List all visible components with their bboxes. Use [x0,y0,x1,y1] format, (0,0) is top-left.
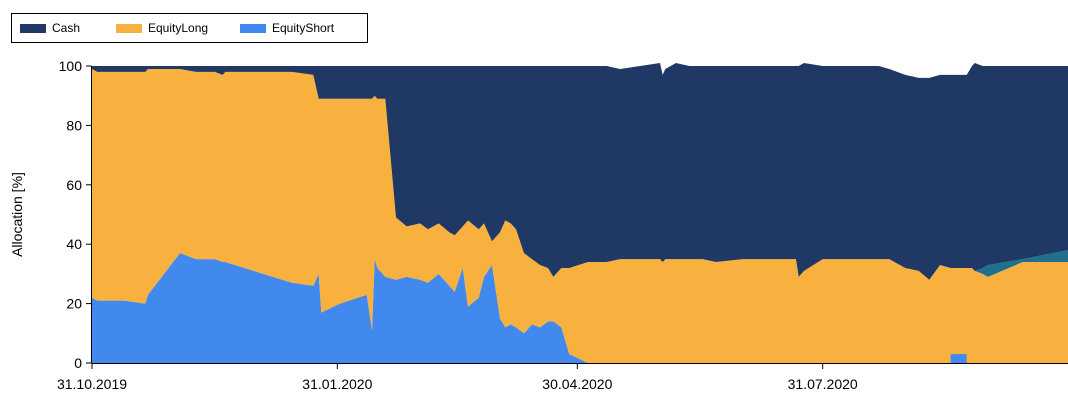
legend-item-equityshort: EquityShort [240,21,334,35]
x-tick-label: 31.07.2020 [788,376,858,392]
area-equityshort [92,253,1068,363]
legend-swatch-equitylong [116,23,142,33]
y-axis-title: Allocation [%] [9,172,25,257]
y-tick-label: 100 [59,58,83,74]
legend-label-equityshort: EquityShort [272,21,335,35]
legend-label-cash: Cash [52,21,81,35]
chart-legend: Cash EquityLong EquityShort [11,13,368,43]
short-band-mark [950,354,967,363]
x-tick-label: 30.04.2020 [542,376,612,392]
area-equitylong [92,69,1068,363]
x-tick-label: 31.01.2020 [302,376,372,392]
area-cash [92,63,1068,280]
legend-item-equitylong: EquityLong [116,21,208,35]
y-tick-label: 20 [66,296,82,312]
legend-swatch-cash [20,23,46,33]
y-tick-label: 40 [66,236,82,252]
x-tick-label: 31.10.2019 [57,376,127,392]
y-tick-label: 0 [74,355,82,371]
chart-axes: 0 20 40 60 80 100 31.10.2019 31.01.2020 30.04.20… [57,58,1068,392]
y-tick-label: 60 [66,177,82,193]
y-tick-label: 80 [66,117,82,133]
legend-swatch-equityshort [240,23,266,33]
chart-areas [92,63,1068,363]
legend-label-equitylong: EquityLong [148,21,209,35]
legend-item-cash: Cash [20,21,80,35]
